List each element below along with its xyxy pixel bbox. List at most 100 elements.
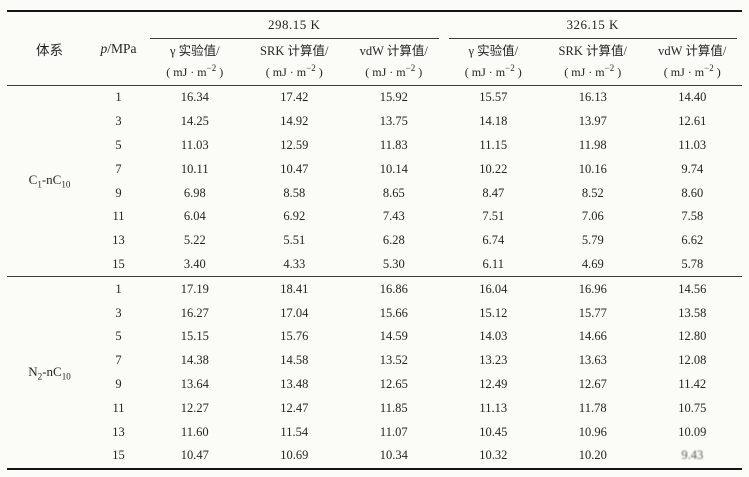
value-cell: 11.42	[678, 376, 707, 391]
col-unit: ( mJ · m−2 )	[464, 63, 522, 80]
table-row: 11 12.27 12.47 11.85 11.13 11.78 10.75	[7, 396, 742, 420]
value-cell: 11.85	[379, 400, 408, 415]
value-cell: 4.69	[543, 252, 643, 278]
pressure-cell: 11	[112, 400, 125, 415]
pressure-cell: 1	[115, 90, 122, 105]
table-row: 5 15.15 15.76 14.59 14.03 14.66 12.80	[7, 325, 742, 349]
value-cell: 16.04	[479, 281, 508, 296]
col-unit: ( mJ · m−2 )	[166, 63, 224, 80]
value-cell: 13.63	[578, 353, 607, 368]
value-cell: 16.27	[180, 305, 209, 320]
col-label: vdW 计算值/	[658, 43, 727, 58]
value-cell: 10.20	[578, 448, 607, 463]
value-cell: 11.15	[479, 137, 508, 152]
temperature-header-row: 体系 p/MPa 298.15 K 326.15 K	[7, 11, 742, 86]
pressure-cell: 5	[115, 137, 122, 152]
value-cell: 14.56	[678, 281, 707, 296]
table-body: C1-nC10 1 16.34 17.42 15.92 15.57 16.13 14.40 3 1…	[7, 85, 742, 469]
value-cell: 11.78	[578, 400, 607, 415]
value-cell: 18.41	[280, 281, 309, 296]
value-cell: 14.59	[379, 329, 408, 344]
table-row: 9 13.64 13.48 12.65 12.49 12.67 11.42	[7, 373, 742, 397]
value-cell: 6.74	[482, 233, 505, 248]
value-cell: 11.13	[479, 400, 508, 415]
col-label: γ 实验值/	[468, 43, 519, 58]
value-cell: 12.27	[180, 400, 209, 415]
value-cell: 8.65	[382, 185, 405, 200]
value-cell: 11.83	[379, 137, 408, 152]
table-row: 11 6.04 6.92 7.43 7.51 7.06 7.58	[7, 205, 742, 229]
pressure-cell: 13	[112, 424, 125, 439]
surface-tension-table: 体系 p/MPa 298.15 K 326.15 K γ 实验值/ ( mJ ·…	[7, 10, 742, 470]
value-cell: 6.28	[382, 233, 405, 248]
value-cell: 14.66	[578, 329, 607, 344]
value-cell: 12.59	[280, 137, 309, 152]
value-cell: 15.66	[379, 305, 408, 320]
value-cell: 8.60	[681, 185, 704, 200]
value-cell: 15.57	[479, 90, 508, 105]
value-cell: 10.11	[180, 161, 209, 176]
system-label: C1-nC10	[7, 85, 92, 278]
table-row: 5 11.03 12.59 11.83 11.15 11.98 11.03	[7, 134, 742, 158]
value-cell: 13.75	[379, 114, 408, 129]
table-row: C1-nC10 1 16.34 17.42 15.92 15.57 16.13 14.40	[7, 85, 742, 278]
value-cell: 16.34	[180, 90, 209, 105]
col-unit: ( mJ · m−2 )	[265, 63, 323, 80]
value-cell: 14.40	[678, 90, 707, 105]
value-cell: 17.04	[280, 305, 309, 320]
pressure-cell: 3	[115, 305, 122, 320]
column-header-srk-298: SRK 计算值/ ( mJ · m−2 )	[244, 39, 344, 86]
value-cell: 15.77	[578, 305, 607, 320]
value-cell: 14.03	[479, 329, 508, 344]
value-cell: 13.52	[379, 353, 408, 368]
pressure-cell: 3	[115, 114, 122, 129]
value-cell: 11.07	[379, 424, 408, 439]
value-cell: 10.69	[280, 448, 309, 463]
value-cell: 9.43	[681, 448, 704, 463]
pressure-cell: 15	[92, 252, 145, 278]
value-cell: 7.51	[482, 209, 505, 224]
value-cell: 9.74	[681, 161, 704, 176]
value-cell: 16.86	[379, 281, 408, 296]
value-cell: 11.03	[180, 137, 209, 152]
value-cell: 14.92	[280, 114, 309, 129]
system-label: N2-nC10	[28, 363, 71, 382]
value-cell: 14.38	[180, 353, 209, 368]
table-row: 13 5.22 5.51 6.28 6.74 5.79 6.62	[7, 229, 742, 253]
value-cell: 10.47	[280, 161, 309, 176]
table-row: 15 3.40 4.33 5.30 6.11 4.69 5.78	[7, 252, 742, 278]
value-cell: 6.92	[283, 209, 306, 224]
value-cell: 10.22	[479, 161, 508, 176]
col-unit: ( mJ · m−2 )	[564, 63, 622, 80]
temp-group-298: 298.15 K	[145, 11, 444, 39]
value-cell: 10.16	[578, 161, 607, 176]
value-cell: 3.40	[145, 252, 245, 278]
column-header-gamma-exp-326: γ 实验值/ ( mJ · m−2 )	[443, 39, 543, 86]
table-row: 15 10.47 10.69 10.34 10.32 10.20 9.43	[7, 444, 742, 469]
value-cell: 12.49	[479, 376, 508, 391]
value-cell: 6.11	[443, 252, 543, 278]
value-cell: 4.33	[244, 252, 344, 278]
value-cell: 16.13	[578, 90, 607, 105]
pressure-cell: 11	[112, 209, 125, 224]
value-cell: 8.58	[283, 185, 306, 200]
value-cell: 17.42	[280, 90, 309, 105]
pressure-cell: 15	[112, 448, 125, 463]
value-cell: 10.45	[479, 424, 508, 439]
pressure-cell: 7	[115, 353, 122, 368]
col-label: SRK 计算值/	[558, 43, 627, 58]
column-header-pressure: p/MPa	[92, 11, 145, 86]
value-cell: 13.97	[578, 114, 607, 129]
column-header-vdw-298: vdW 计算值/ ( mJ · m−2 )	[344, 39, 444, 86]
pressure-symbol: p	[100, 40, 108, 56]
value-cell: 17.19	[180, 281, 209, 296]
pressure-cell: 13	[112, 233, 125, 248]
value-cell: 11.60	[180, 424, 209, 439]
value-cell: 12.65	[379, 376, 408, 391]
value-cell: 12.47	[280, 400, 309, 415]
value-cell: 5.79	[581, 233, 604, 248]
value-cell: 15.12	[479, 305, 508, 320]
pressure-unit: /MPa	[107, 40, 137, 56]
value-cell: 7.43	[382, 209, 405, 224]
